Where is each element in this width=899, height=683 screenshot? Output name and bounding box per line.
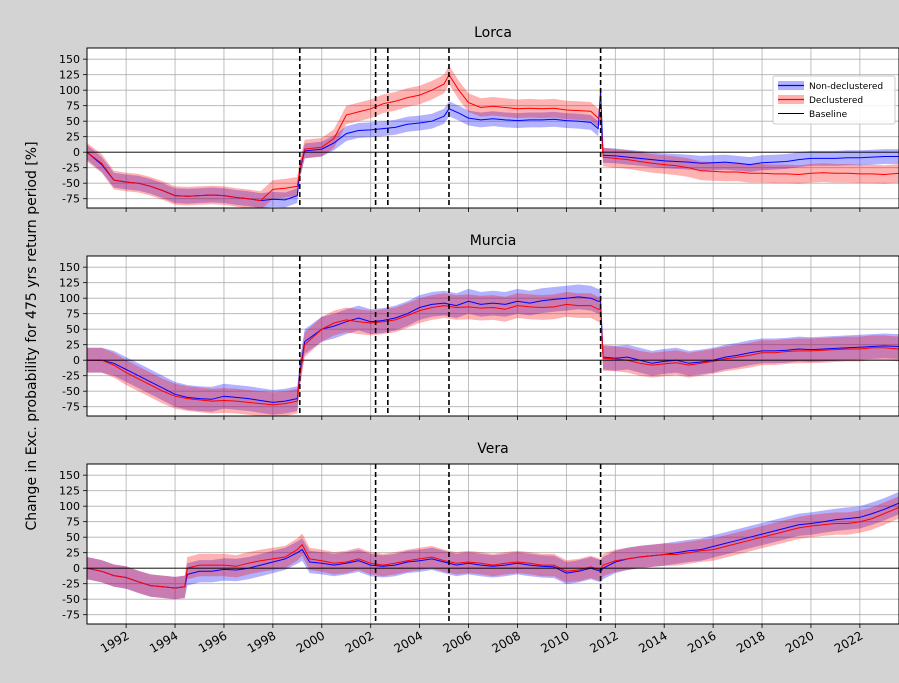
y-tick-label: -50 — [62, 385, 80, 398]
y-tick-label: 125 — [59, 485, 80, 498]
y-tick-label: -25 — [62, 578, 80, 591]
plot-area — [87, 48, 899, 208]
y-tick-label: -75 — [62, 609, 80, 622]
y-tick-label: 25 — [66, 547, 80, 560]
y-tick-label: 25 — [66, 131, 80, 144]
y-tick-label: 50 — [66, 323, 80, 336]
y-tick-label: -25 — [62, 370, 80, 383]
plot-content — [87, 284, 899, 416]
y-tick-label: 125 — [59, 69, 80, 82]
y-tick-label: 100 — [59, 84, 80, 97]
y-tick-label: 150 — [59, 469, 80, 482]
uncertainty-band-declustered — [87, 292, 899, 416]
y-tick-label: -75 — [62, 193, 80, 206]
legend-label-declustered: Declustered — [809, 96, 863, 106]
y-tick-label: 125 — [59, 277, 80, 290]
series-line-non-declustered — [87, 296, 899, 403]
y-tick-label: 50 — [66, 531, 80, 544]
y-tick-label: 150 — [59, 261, 80, 274]
y-tick-label: 25 — [66, 339, 80, 352]
y-tick-label: -50 — [62, 177, 80, 190]
y-tick-label: -50 — [62, 593, 80, 606]
y-axis-label: Change in Exc. probability for 475 yrs r… — [24, 141, 40, 530]
y-tick-label: 100 — [59, 500, 80, 513]
plot-frame — [86, 463, 899, 625]
series-line-declustered — [87, 73, 899, 202]
plot-frame — [86, 47, 899, 209]
series-line-declustered — [87, 506, 899, 589]
panel-title: Lorca — [474, 25, 512, 41]
y-tick-label: -75 — [62, 401, 80, 414]
series-line-declustered — [87, 303, 899, 406]
uncertainty-band-non-declustered — [87, 491, 899, 600]
plot-frame — [86, 255, 899, 417]
uncertainty-band-declustered — [87, 65, 899, 208]
y-tick-label: 0 — [73, 562, 80, 575]
legend: Non-declustered Declustered Baseline — [772, 75, 896, 125]
legend-label-baseline: Baseline — [809, 110, 848, 120]
plot-content — [87, 65, 899, 208]
y-tick-label: 75 — [66, 516, 80, 529]
uncertainty-band-non-declustered — [87, 284, 899, 415]
y-tick-label: 75 — [66, 100, 80, 113]
legend-label-non-declustered: Non-declustered — [809, 82, 883, 92]
series-line-non-declustered — [87, 502, 899, 589]
y-tick-label: 150 — [59, 53, 80, 66]
y-tick-label: 50 — [66, 115, 80, 128]
uncertainty-band-declustered — [87, 496, 899, 600]
y-tick-label: -25 — [62, 162, 80, 175]
y-tick-label: 0 — [73, 354, 80, 367]
uncertainty-band-non-declustered — [87, 82, 899, 208]
panel-lorca: Lorca 150 125 100 75 50 25 0 -25 -50 -75 — [59, 25, 899, 212]
legend-box — [772, 75, 896, 125]
y-tick-label: 0 — [73, 146, 80, 159]
y-tick-label: 100 — [59, 292, 80, 305]
panel-title: Murcia — [470, 233, 517, 249]
plot-content — [87, 491, 899, 600]
panel-murcia: Murcia 150 125 100 75 50 25 0 -25 -50 -75 — [59, 233, 899, 420]
y-tick-label: 75 — [66, 308, 80, 321]
panel-title: Vera — [477, 441, 508, 457]
